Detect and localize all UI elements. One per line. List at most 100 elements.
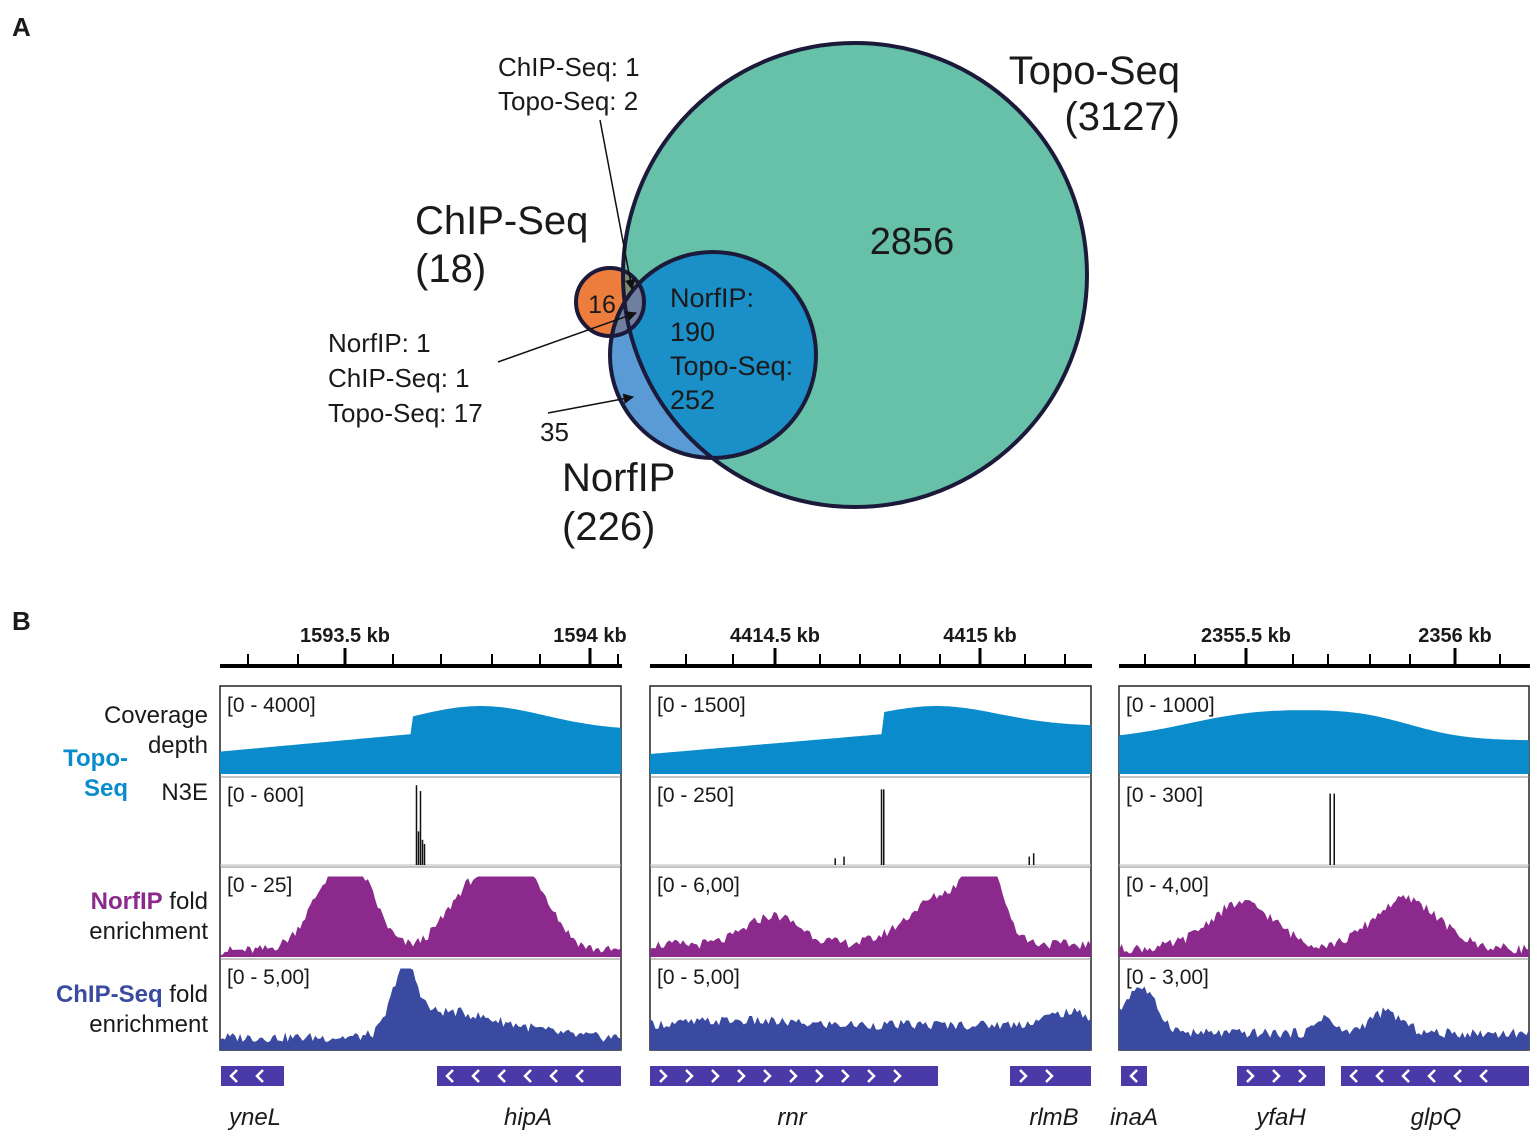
gene-direction-chevron [471, 1069, 480, 1083]
track-range-label: [0 - 600] [227, 784, 304, 807]
gene-direction-chevron [497, 1069, 506, 1083]
callout-norf-only: 35 [540, 417, 569, 447]
row-label-chip-line2: enrichment [89, 1011, 208, 1038]
gene-label: glpQ [1411, 1104, 1462, 1131]
axis-tick-label: 4415 kb [943, 625, 1016, 647]
row-label-coverage: Coverage [104, 702, 208, 729]
track-range-label: [0 - 4,00] [1126, 874, 1209, 897]
gene-direction-chevron [1427, 1069, 1436, 1083]
callout-chip-topo-line-2: Topo-Seq: 2 [498, 86, 638, 116]
gene-direction-chevron [737, 1069, 746, 1083]
topo-unique-count: 2856 [870, 221, 955, 263]
norfip-count: (226) [562, 505, 655, 549]
gene-direction-chevron [815, 1069, 824, 1083]
overlap-line-2: 190 [670, 317, 715, 347]
row-label-topo-1: Topo- [63, 745, 128, 772]
track-range-label: [0 - 250] [657, 784, 734, 807]
region-panel-2: 4414.5 kb 4415 kb [0 - 1500] [0 - 250] [0 - … [649, 625, 1092, 1131]
row-label-chip-rest: fold [169, 981, 208, 1008]
gene-label: hipA [504, 1104, 552, 1131]
axis-tick-label: 2356 kb [1418, 625, 1491, 647]
overlap-line-3: Topo-Seq: [670, 351, 793, 381]
track-range-label: [0 - 1500] [657, 694, 746, 717]
topo-track-area [220, 706, 621, 774]
gene-direction-chevron [1246, 1069, 1255, 1083]
row-label-topo-2: Seq [84, 775, 128, 802]
gene-direction-chevron [763, 1069, 772, 1083]
gene-direction-chevron [1298, 1069, 1307, 1083]
gene-direction-chevron [659, 1069, 668, 1083]
axis-tick-label: 1594 kb [553, 625, 626, 647]
topo-seq-count: (3127) [1064, 95, 1180, 139]
gene-direction-chevron [523, 1069, 532, 1083]
chip-seq-count: (18) [415, 247, 486, 291]
gene-bar[interactable] [1237, 1066, 1325, 1086]
gene-bar[interactable] [1341, 1066, 1529, 1086]
overlap-line-4: 252 [670, 385, 715, 415]
gene-label: yfaH [1254, 1104, 1306, 1131]
gene-direction-chevron [1272, 1069, 1281, 1083]
gene-bar[interactable] [650, 1066, 938, 1086]
row-label-norf-line2: enrichment [89, 918, 208, 945]
gene-direction-chevron [1129, 1069, 1138, 1083]
gene-direction-chevron [1401, 1069, 1410, 1083]
chip-seq-title: ChIP-Seq [415, 199, 588, 243]
row-label-depth: depth [148, 732, 208, 759]
track-range-label: [0 - 5,00] [657, 966, 740, 989]
chip-track-area [220, 968, 621, 1050]
track-range-label: [0 - 3,00] [1126, 966, 1209, 989]
gene-direction-chevron [1375, 1069, 1384, 1083]
callout-norf-only-arrow [547, 393, 635, 414]
norf-track-area [220, 876, 621, 957]
norfip-topo-overlap [623, 252, 816, 458]
track-range-label: [0 - 5,00] [227, 966, 310, 989]
gene-direction-chevron [711, 1069, 720, 1083]
row-label-norf-colored: NorfIP [91, 888, 163, 915]
gene-direction-chevron [893, 1069, 902, 1083]
gene-direction-chevron [445, 1069, 454, 1083]
callout-chip-topo-arrow [599, 119, 636, 291]
topo-track-area [650, 706, 1091, 774]
panel-a-letter: A [12, 12, 31, 42]
gene-label: rlmB [1029, 1104, 1078, 1131]
track-range-label: [0 - 25] [227, 874, 292, 897]
callout-triple-line-3: Topo-Seq: 17 [328, 398, 483, 428]
axis-tick-label: 1593.5 kb [300, 625, 390, 647]
topo-seq-title: Topo-Seq [1009, 49, 1180, 93]
gene-label: yneL [227, 1104, 281, 1131]
row-label-chip-colored: ChIP-Seq [56, 981, 163, 1008]
gene-direction-chevron [1453, 1069, 1462, 1083]
gene-direction-chevron [1019, 1069, 1028, 1083]
track-range-label: [0 - 1000] [1126, 694, 1215, 717]
norfip-title: NorfIP [562, 456, 675, 500]
panel-b-letter: B [12, 606, 31, 636]
row-label-n3e: N3E [161, 779, 208, 806]
gene-direction-chevron [1479, 1069, 1488, 1083]
chip-unique-count: 16 [588, 291, 616, 319]
norf-track-area [650, 876, 1091, 957]
overlap-line-1: NorfIP: [670, 283, 754, 313]
chip-track-area [1119, 986, 1529, 1050]
row-label-norf-rest: fold [169, 888, 208, 915]
topo-track-area [1119, 710, 1529, 774]
row-label-chip-line1: ChIP-Seq fold [56, 981, 208, 1008]
callout-triple-arrow [497, 311, 637, 363]
gene-direction-chevron [1045, 1069, 1054, 1083]
gene-bar[interactable] [1121, 1066, 1147, 1086]
gene-direction-chevron [229, 1069, 238, 1083]
gene-bar[interactable] [437, 1066, 621, 1086]
callout-triple-line-1: NorfIP: 1 [328, 328, 431, 358]
chip-track-area [650, 1007, 1091, 1050]
callout-chip-topo-line-1: ChIP-Seq: 1 [498, 52, 640, 82]
gene-label: inaA [1110, 1104, 1158, 1131]
gene-direction-chevron [685, 1069, 694, 1083]
region-panel-3: 2355.5 kb 2356 kb [0 - 1000] [0 - 300] [0 - … [1110, 625, 1530, 1131]
axis-tick-label: 2355.5 kb [1201, 625, 1291, 647]
norf-track-area [1119, 895, 1529, 957]
gene-direction-chevron [255, 1069, 264, 1083]
row-label-norf-line1: NorfIP fold [91, 888, 208, 915]
gene-direction-chevron [1349, 1069, 1358, 1083]
gene-direction-chevron [549, 1069, 558, 1083]
track-range-label: [0 - 300] [1126, 784, 1203, 807]
track-range-label: [0 - 6,00] [657, 874, 740, 897]
